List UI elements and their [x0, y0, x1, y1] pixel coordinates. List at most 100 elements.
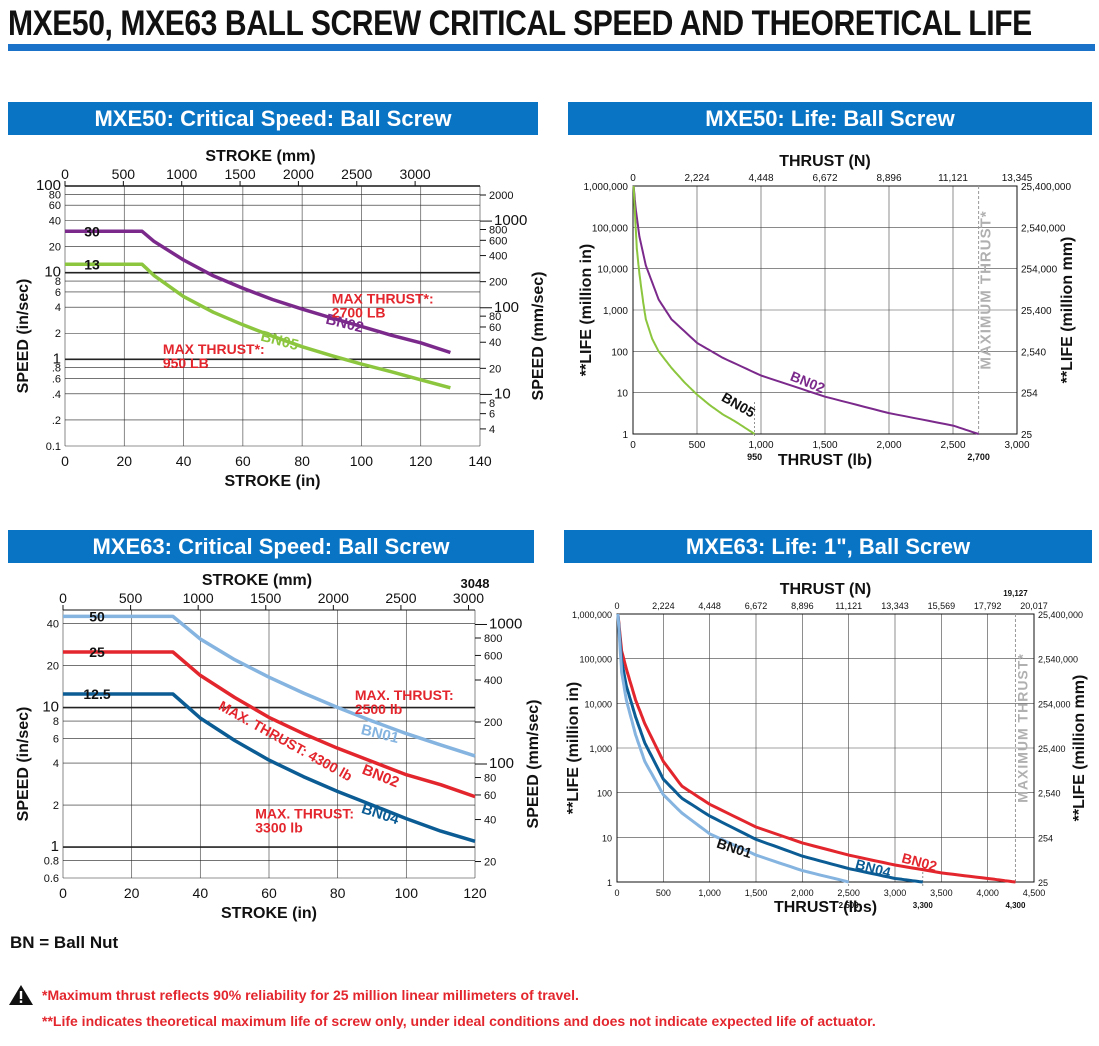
- x-top-tick-label: 1500: [224, 166, 255, 182]
- y-tick-label: 100: [611, 347, 628, 358]
- x-tick-label: 500: [689, 440, 706, 451]
- x-top-axis-title: THRUST (N): [780, 581, 872, 598]
- x-top-tick-label: 6,672: [745, 601, 768, 611]
- x-tick-label: 40: [176, 453, 192, 469]
- y-tick-label: 10,000: [597, 265, 628, 276]
- thrust-mark-label: 4,300: [1005, 901, 1026, 910]
- y-right-axis-title: **LIFE (million mm): [1071, 675, 1088, 822]
- y-right-tick-label: 2,540,000: [1038, 655, 1078, 665]
- y-right-tick-label: 6: [489, 409, 495, 421]
- x-tick-label: 60: [261, 885, 277, 901]
- x-top-axis-title: STROKE (mm): [205, 148, 315, 165]
- x-tick-label: 100: [395, 885, 419, 901]
- y-right-tick-label: 2000: [489, 190, 513, 202]
- y-right-tick-label: 2,540: [1021, 347, 1046, 358]
- x-tick-label: 40: [193, 885, 209, 901]
- y-right-tick-label: 25,400,000: [1038, 610, 1083, 620]
- y-tick-label: 6: [55, 287, 61, 299]
- x-tick-label: 0: [630, 440, 636, 451]
- y-right-tick-label: 25,400: [1038, 744, 1066, 754]
- y-right-tick-label: 25: [1021, 430, 1033, 441]
- y-tick-label: 8: [53, 716, 59, 728]
- chart-mxe50-critical-speed: 0 20 40 60 80 100 120 140100806040201086421.8.6…: [15, 148, 547, 490]
- x-top-tick-label: 11,121: [835, 601, 862, 611]
- x-top-tick-label: 500: [112, 166, 136, 182]
- x-top-tick-label: 11,121: [938, 173, 968, 184]
- flat-speed-label: 25: [89, 644, 105, 660]
- max-thrust-annotation: MAX THRUST*:: [163, 341, 265, 357]
- series-line-bn04: [616, 613, 923, 884]
- x-tick-label: 2,500: [837, 888, 860, 898]
- series-label-bn01: BN01: [359, 721, 400, 747]
- x-tick-label: 120: [409, 453, 433, 469]
- series-label-bn05: BN05: [259, 328, 300, 354]
- y-right-tick-label: 254,000: [1038, 699, 1071, 709]
- max-thrust-value: 3300 lb: [255, 820, 302, 836]
- max-thrust-annotation: MAX THRUST*:: [332, 291, 434, 307]
- chart-mxe63-life: 0 500 1,000 1,500 2,000 2,500 3,000 3,500 4,000 4…: [565, 581, 1088, 916]
- y-right-tick-label: 800: [484, 633, 502, 645]
- banner-mxe63-speed: MXE63: Critical Speed: Ball Screw: [8, 530, 534, 563]
- y-tick-label: 10: [44, 264, 61, 281]
- series-label-bn01: BN01: [715, 835, 754, 861]
- y-right-tick-label: 254: [1021, 389, 1038, 400]
- y-right-tick-label: 2,540: [1038, 789, 1061, 799]
- x-top-tick-label: 13,345: [1002, 173, 1033, 184]
- y-tick-label: 8: [55, 276, 61, 288]
- x-tick-label: 100: [350, 453, 374, 469]
- max-thrust-label: MAXIMUM THRUST*: [978, 210, 995, 369]
- y-right-tick-label: 25,400,000: [1021, 182, 1071, 193]
- y-tick-label: 10,000: [584, 699, 612, 709]
- series-label-bn04: BN04: [854, 856, 893, 881]
- y-right-tick-label: 25,400: [1021, 306, 1052, 317]
- x-tick-label: 120: [463, 885, 487, 901]
- y-right-tick-label: 60: [484, 790, 496, 802]
- flat-speed-label: 50: [89, 608, 105, 624]
- y-tick-label: .4: [52, 389, 61, 401]
- y-tick-label: 80: [49, 189, 61, 201]
- title-rule: [8, 44, 1095, 51]
- x-tick-label: 60: [235, 453, 251, 469]
- y-axis-title: **LIFE (million in): [578, 244, 595, 376]
- y-right-tick-label: 400: [489, 251, 507, 263]
- x-tick-label: 2,000: [876, 440, 901, 451]
- x-tick-label: 2,500: [940, 440, 965, 451]
- x-axis-title: THRUST (lbs): [774, 899, 877, 916]
- y-right-tick-label: 200: [489, 277, 507, 289]
- y-right-tick-label: 800: [489, 224, 507, 236]
- x-tick-label: 1,500: [812, 440, 837, 451]
- y-right-axis-title: **LIFE (million mm): [1059, 237, 1076, 384]
- x-tick-label: 4,000: [976, 888, 999, 898]
- x-top-tick-label: 0: [61, 166, 69, 182]
- max-thrust-value: 2700 LB: [332, 305, 386, 321]
- x-tick-label: 80: [294, 453, 310, 469]
- x-top-tick-label: 0: [59, 590, 67, 606]
- x-axis-title: STROKE (in): [221, 905, 317, 922]
- y-tick-label: 0.8: [44, 856, 59, 868]
- y-right-axis-title: SPEED (mm/sec): [525, 700, 542, 829]
- x-top-tick-label: 8,896: [791, 601, 814, 611]
- x-top-tick-label: 2500: [341, 166, 372, 182]
- series-label-bn04: BN04: [359, 800, 401, 828]
- x-tick-label: 500: [656, 888, 671, 898]
- y-right-axis-title: SPEED (mm/sec): [530, 272, 547, 401]
- y-right-tick-label: 100: [494, 299, 519, 316]
- y-tick-label: 4: [55, 302, 61, 314]
- y-axis-title: SPEED (in/sec): [15, 279, 32, 394]
- y-tick-label: 10: [602, 833, 612, 843]
- x-top-tick-label: 1000: [166, 166, 197, 182]
- banner-mxe50-life: MXE50: Life: Ball Screw: [568, 102, 1092, 135]
- y-tick-label: 1,000: [603, 306, 628, 317]
- chart-mxe63-critical-speed: 0 20 40 60 80 100 120402010864210.80.610008006…: [15, 572, 542, 922]
- x-tick-label: 0: [614, 888, 619, 898]
- x-top-tick-label: 2000: [283, 166, 314, 182]
- warning-icon: [9, 985, 33, 1005]
- y-tick-label: 20: [47, 661, 59, 673]
- max-thrust-annotation: MAX. THRUST:: [355, 687, 454, 703]
- x-top-tick-label: 1500: [250, 590, 281, 606]
- x-top-tick-label: 2500: [385, 590, 416, 606]
- y-tick-label: 1,000,000: [572, 610, 612, 620]
- y-right-tick-label: 600: [484, 650, 502, 662]
- x-top-tick-label: 17,792: [974, 601, 1002, 611]
- y-tick-label: 2: [55, 328, 61, 340]
